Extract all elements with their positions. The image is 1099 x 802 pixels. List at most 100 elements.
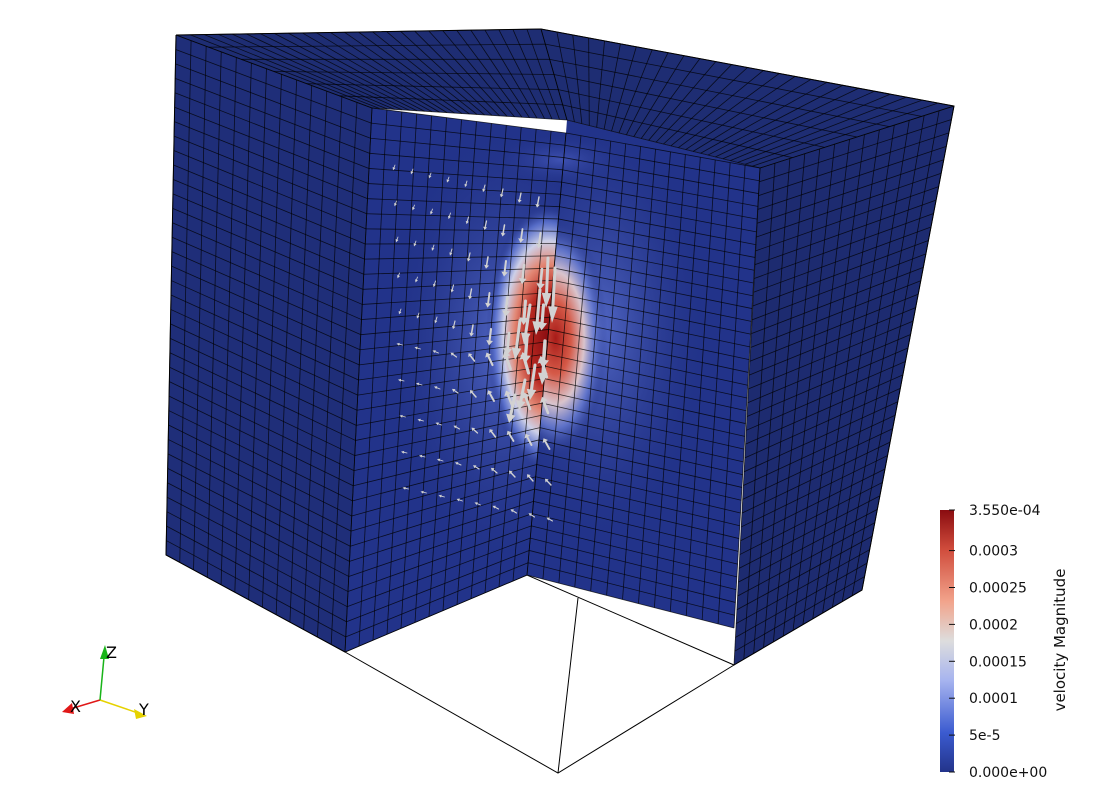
inner-left-gridline bbox=[356, 378, 545, 411]
velocity-arrow bbox=[516, 378, 527, 410]
outer-right-gridline bbox=[743, 401, 898, 473]
inner-right-gridline bbox=[556, 243, 754, 284]
velocity-arrow bbox=[398, 378, 405, 382]
velocity-arrow bbox=[486, 327, 493, 346]
axis-z-arrow-icon bbox=[100, 645, 109, 659]
orientation-axes[interactable]: X Y Z bbox=[62, 643, 149, 719]
outer-left-face bbox=[166, 35, 372, 652]
inner-right-gridline bbox=[538, 439, 743, 488]
inner-right-gridline bbox=[529, 550, 736, 603]
velocity-arrow bbox=[535, 232, 543, 249]
colorbar-tick-label: 0.00025 bbox=[969, 580, 1027, 596]
outer-right-gridline bbox=[734, 576, 865, 652]
outer-left-gridline bbox=[175, 63, 371, 139]
velocity-arrow bbox=[502, 351, 512, 371]
velocity-arrow bbox=[510, 509, 518, 514]
colorbar-tick-label: 0.0001 bbox=[969, 691, 1018, 707]
inner-right-gridline bbox=[540, 414, 744, 463]
outer-left-gridline bbox=[168, 439, 352, 532]
block-edges-left bbox=[165, 34, 346, 653]
inner-left-gridline bbox=[353, 439, 540, 487]
mesh-block[interactable] bbox=[165, 28, 955, 774]
inner-right-gridline bbox=[558, 218, 756, 258]
outer-right-gridline bbox=[749, 293, 919, 362]
velocity-arrow bbox=[394, 200, 397, 207]
outer-right-gridline bbox=[748, 320, 914, 390]
outer-right-gridline bbox=[754, 199, 937, 266]
axis-x-label: X bbox=[70, 697, 81, 716]
outer-right-gridline bbox=[756, 172, 942, 238]
velocity-arrow bbox=[464, 180, 468, 188]
outer-right-gridline bbox=[742, 428, 893, 500]
velocity-arrow bbox=[518, 228, 524, 243]
axis-x-arrow-icon bbox=[62, 703, 74, 714]
outer-left-gridline bbox=[170, 294, 359, 381]
colorbar-tick-label: 3.550e-04 bbox=[969, 503, 1041, 519]
outer-right-gridline bbox=[741, 441, 891, 514]
outer-left-gridline bbox=[175, 49, 372, 124]
inner-left-gridline bbox=[351, 464, 537, 517]
outer-right-gridline bbox=[737, 522, 875, 597]
outer-left-gridline bbox=[167, 482, 349, 577]
outer-left-gridline bbox=[167, 467, 350, 562]
inner-left-gridline bbox=[347, 525, 532, 592]
velocity-arrow bbox=[415, 276, 418, 283]
outer-right-gridline bbox=[755, 186, 939, 252]
outer-right-gridline bbox=[744, 387, 901, 459]
outer-right-gridline bbox=[750, 280, 921, 348]
colorbar[interactable]: 3.550e-04 0.0003 0.00025 0.0002 0.00015 0.000… bbox=[940, 503, 1069, 781]
inner-left-gridline bbox=[362, 292, 552, 305]
velocity-arrow bbox=[449, 248, 453, 256]
velocity-arrow bbox=[532, 288, 542, 335]
outer-right-gridline bbox=[738, 495, 881, 569]
inner-right-gridline bbox=[527, 562, 735, 616]
velocity-arrow bbox=[527, 474, 534, 482]
velocity-arrow bbox=[392, 164, 396, 171]
outer-left-gridline bbox=[173, 150, 367, 230]
colorbar-tick-label: 0.00015 bbox=[969, 654, 1027, 670]
colorbar-tick-label: 0.0003 bbox=[969, 544, 1018, 560]
outer-left-gridline bbox=[170, 323, 358, 411]
velocity-arrow bbox=[410, 168, 414, 175]
outer-right-gridline bbox=[756, 159, 944, 224]
axis-z-line bbox=[99, 656, 105, 701]
velocity-arrow bbox=[499, 188, 504, 198]
velocity-arrow bbox=[542, 438, 551, 450]
velocity-arrow bbox=[398, 308, 402, 315]
outer-left-gridline bbox=[174, 92, 370, 169]
velocity-arrow bbox=[485, 292, 492, 308]
velocity-arrow bbox=[471, 427, 479, 434]
inner-right-gridline bbox=[555, 255, 753, 297]
velocity-arrow bbox=[399, 414, 406, 418]
inner-left-gridline bbox=[368, 168, 562, 183]
inner-left-gridline bbox=[350, 476, 536, 532]
velocity-arrow bbox=[541, 256, 552, 308]
outer-right-gridline bbox=[757, 145, 947, 210]
velocity-arrow bbox=[450, 284, 455, 293]
velocity-arrow bbox=[501, 259, 508, 277]
velocity-arrow bbox=[545, 478, 552, 486]
outer-left-gridline bbox=[169, 352, 356, 441]
velocity-arrow bbox=[397, 272, 400, 279]
velocity-arrow bbox=[417, 418, 424, 422]
velocity-arrow bbox=[434, 386, 441, 390]
velocity-arrow bbox=[539, 396, 550, 415]
inner-left-gridline bbox=[344, 574, 528, 653]
outer-right-gridline bbox=[746, 347, 909, 417]
inner-right-gridline bbox=[561, 181, 758, 220]
inner-right-gridline bbox=[562, 169, 758, 207]
velocity-arrow bbox=[474, 502, 481, 506]
outer-left-gridline bbox=[172, 193, 364, 275]
top-b-gridline bbox=[562, 104, 793, 159]
velocity-arrow bbox=[524, 433, 533, 446]
velocity-arrow bbox=[434, 316, 438, 324]
velocity-arrow bbox=[455, 462, 462, 466]
velocity-arrow bbox=[503, 331, 513, 356]
velocity-arrow bbox=[519, 352, 531, 375]
velocity-arrow bbox=[484, 256, 490, 269]
velocity-arrow bbox=[451, 320, 456, 330]
outer-left-gridline bbox=[174, 106, 369, 184]
colorbar-ticks: 3.550e-04 0.0003 0.00025 0.0002 0.00015 0.000… bbox=[949, 503, 1047, 781]
inner-right-gridline bbox=[539, 427, 743, 476]
